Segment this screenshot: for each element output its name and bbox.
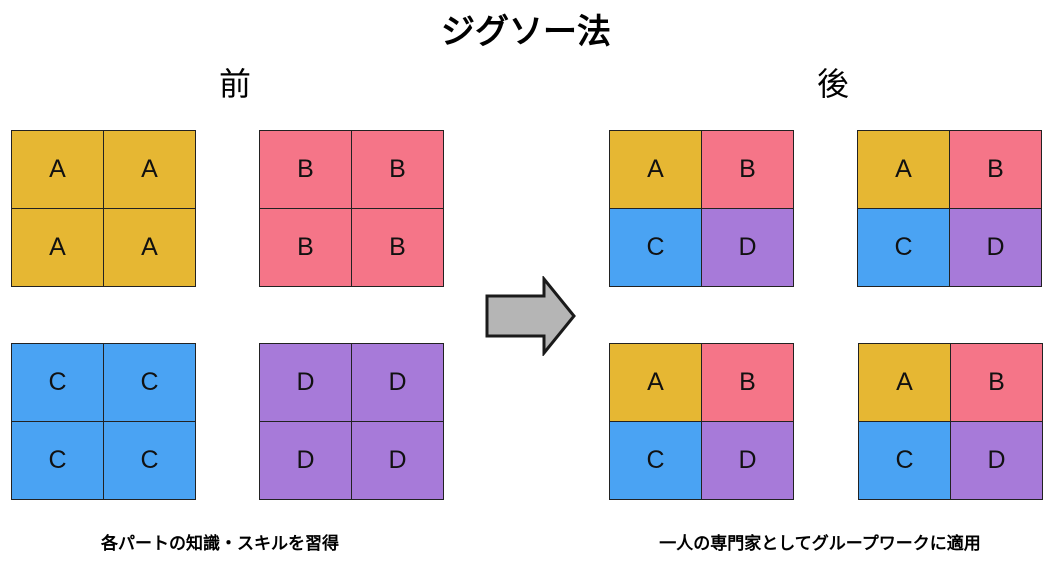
arrow-shape xyxy=(485,276,576,356)
group-cell: B xyxy=(351,130,444,209)
group-cell: A xyxy=(857,130,950,209)
group-cell: B xyxy=(950,343,1043,422)
group-cell: A xyxy=(11,208,104,287)
group-cell: C xyxy=(11,343,104,422)
group-cell: C xyxy=(11,421,104,500)
group-cell: D xyxy=(701,208,794,287)
before-group-b: B B B B xyxy=(259,130,444,287)
group-cell: C xyxy=(858,421,951,500)
group-cell: B xyxy=(259,130,352,209)
group-cell: C xyxy=(609,421,702,500)
after-group-3: A B C D xyxy=(609,343,794,500)
before-caption: 各パートの知識・スキルを習得 xyxy=(101,534,339,554)
group-cell: C xyxy=(609,208,702,287)
diagram-title: ジグソー法 xyxy=(441,12,611,52)
group-cell: B xyxy=(949,130,1042,209)
transition-arrow-icon xyxy=(485,276,576,356)
group-cell: B xyxy=(701,130,794,209)
group-cell: C xyxy=(857,208,950,287)
group-cell: D xyxy=(259,343,352,422)
group-cell: D xyxy=(949,208,1042,287)
group-cell: A xyxy=(609,130,702,209)
group-cell: A xyxy=(609,343,702,422)
before-group-c: C C C C xyxy=(11,343,196,500)
group-cell: C xyxy=(103,421,196,500)
before-group-a: A A A A xyxy=(11,130,196,287)
after-group-2: A B C D xyxy=(857,130,1042,287)
after-group-1: A B C D xyxy=(609,130,794,287)
group-cell: D xyxy=(351,421,444,500)
group-cell: B xyxy=(701,343,794,422)
group-cell: D xyxy=(351,343,444,422)
group-cell: B xyxy=(259,208,352,287)
group-cell: C xyxy=(103,343,196,422)
group-cell: A xyxy=(103,208,196,287)
group-cell: D xyxy=(259,421,352,500)
before-group-d: D D D D xyxy=(259,343,444,500)
group-cell: A xyxy=(11,130,104,209)
after-heading: 後 xyxy=(816,65,849,103)
after-group-4: A B C D xyxy=(858,343,1043,500)
group-cell: D xyxy=(950,421,1043,500)
group-cell: A xyxy=(103,130,196,209)
group-cell: B xyxy=(351,208,444,287)
before-heading: 前 xyxy=(218,65,251,103)
after-caption: 一人の専門家としてグループワークに適用 xyxy=(659,534,981,554)
group-cell: A xyxy=(858,343,951,422)
group-cell: D xyxy=(701,421,794,500)
